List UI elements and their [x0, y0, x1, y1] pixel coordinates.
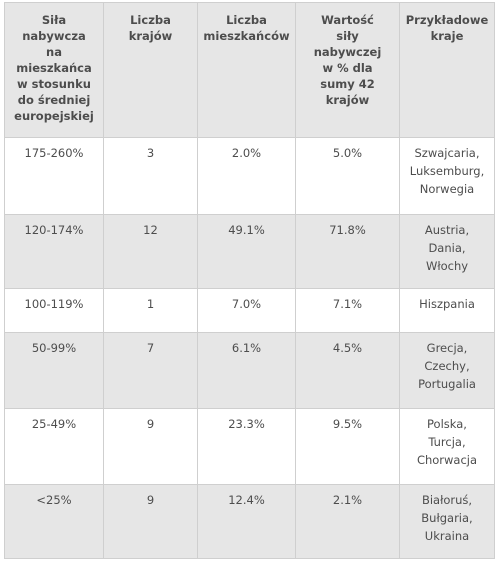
- table-row: 25-49% 9 23.3% 9.5% Polska, Turcja, Chor…: [5, 409, 495, 485]
- table-row: 50-99% 7 6.1% 4.5% Grecja, Czechy, Portu…: [5, 333, 495, 409]
- cell-countries: 7: [104, 333, 198, 409]
- cell-countries: 1: [104, 289, 198, 333]
- cell-examples: Hiszpania: [400, 289, 495, 333]
- cell-examples: Austria, Dania, Włochy: [400, 215, 495, 289]
- cell-share: 2.1%: [296, 485, 400, 559]
- cell-share: 9.5%: [296, 409, 400, 485]
- cell-population: 7.0%: [198, 289, 296, 333]
- cell-share: 5.0%: [296, 138, 400, 215]
- cell-population: 23.3%: [198, 409, 296, 485]
- header-country-count: Liczba krajów: [104, 3, 198, 138]
- cell-examples: Polska, Turcja, Chorwacja: [400, 409, 495, 485]
- table-row: 100-119% 1 7.0% 7.1% Hiszpania: [5, 289, 495, 333]
- cell-share: 71.8%: [296, 215, 400, 289]
- cell-examples: Szwajcaria, Luksemburg, Norwegia: [400, 138, 495, 215]
- cell-range: 120-174%: [5, 215, 104, 289]
- cell-countries: 12: [104, 215, 198, 289]
- cell-examples: Grecja, Czechy, Portugalia: [400, 333, 495, 409]
- cell-examples: Białoruś, Bułgaria, Ukraina: [400, 485, 495, 559]
- cell-share: 4.5%: [296, 333, 400, 409]
- table-row: <25% 9 12.4% 2.1% Białoruś, Bułgaria, Uk…: [5, 485, 495, 559]
- cell-share: 7.1%: [296, 289, 400, 333]
- header-row: Siła nabywcza na mieszkańca w stosunku d…: [5, 3, 495, 138]
- cell-range: <25%: [5, 485, 104, 559]
- cell-population: 6.1%: [198, 333, 296, 409]
- table-row: 175-260% 3 2.0% 5.0% Szwajcaria, Luksemb…: [5, 138, 495, 215]
- cell-population: 49.1%: [198, 215, 296, 289]
- cell-range: 25-49%: [5, 409, 104, 485]
- table-row: 120-174% 12 49.1% 71.8% Austria, Dania, …: [5, 215, 495, 289]
- cell-countries: 9: [104, 485, 198, 559]
- cell-countries: 3: [104, 138, 198, 215]
- cell-population: 2.0%: [198, 138, 296, 215]
- cell-range: 50-99%: [5, 333, 104, 409]
- purchasing-power-table: Siła nabywcza na mieszkańca w stosunku d…: [4, 2, 495, 559]
- cell-range: 100-119%: [5, 289, 104, 333]
- header-example-countries: Przykładowe kraje: [400, 3, 495, 138]
- cell-countries: 9: [104, 409, 198, 485]
- cell-range: 175-260%: [5, 138, 104, 215]
- header-population: Liczba mieszkańców: [198, 3, 296, 138]
- header-purchasing-power: Siła nabywcza na mieszkańca w stosunku d…: [5, 3, 104, 138]
- cell-population: 12.4%: [198, 485, 296, 559]
- header-share: Wartość siły nabywczej w % dla sumy 42 k…: [296, 3, 400, 138]
